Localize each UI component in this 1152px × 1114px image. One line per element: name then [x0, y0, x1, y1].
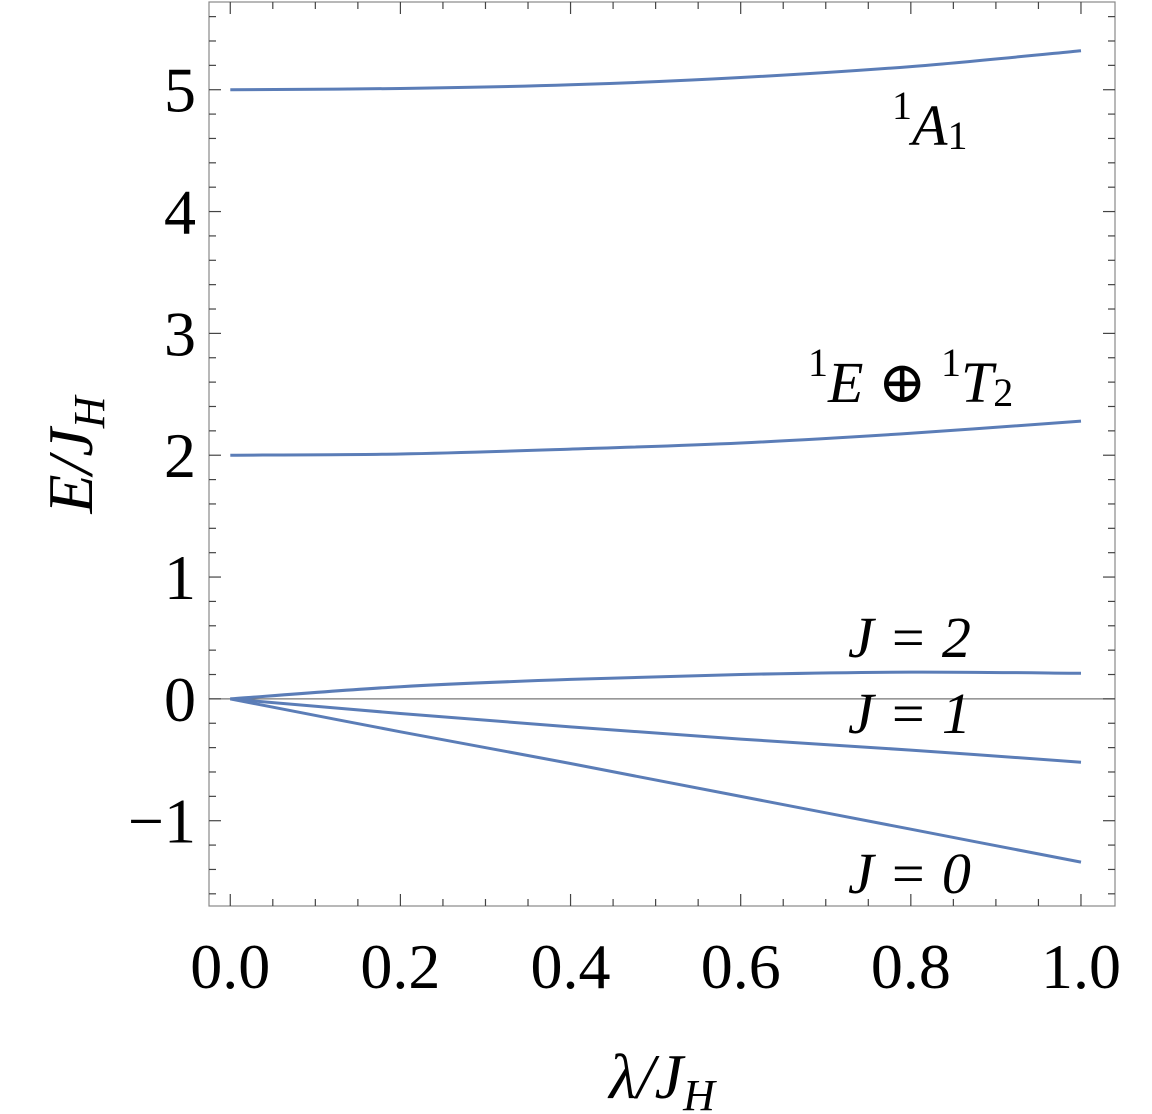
- series-line-4: [230, 697, 1082, 864]
- label-1E-1T2: 1E ⊕ 1T2: [808, 340, 1013, 415]
- label-1A1-main: A: [908, 93, 948, 158]
- series-line-0: [230, 49, 1082, 92]
- axis-label-sub: H: [65, 394, 114, 429]
- x-axis-label: λ/JH: [607, 1041, 717, 1114]
- x-tick-labels: 0.0 0.2 0.4 0.6 0.8 1.0: [190, 931, 1121, 1002]
- label-1T2-sub: 2: [993, 370, 1013, 415]
- x-tick-label: 0.8: [871, 931, 951, 1002]
- label-1T2-sup: 1: [941, 340, 961, 385]
- label-1A1: 1A1: [892, 83, 967, 158]
- y-tick-label: 3: [164, 298, 196, 369]
- label-J1: J = 1: [848, 681, 971, 746]
- axis-label-main: λ/J: [607, 1041, 686, 1112]
- plot-frame: [208, 1, 1116, 907]
- label-1A1-sup: 1: [892, 83, 912, 128]
- y-tick-label: 0: [164, 664, 196, 735]
- series-line-1: [230, 419, 1082, 457]
- axis-label-sub: H: [682, 1071, 717, 1114]
- label-1E-sup: 1: [808, 340, 828, 385]
- x-tick-label: 0.2: [360, 931, 440, 1002]
- plot-border: [208, 1, 1116, 907]
- label-1T2-main: T: [961, 350, 997, 415]
- series-lines: [230, 49, 1082, 864]
- y-tick-label: −1: [128, 786, 196, 857]
- label-1E-main: E ⊕: [827, 350, 941, 415]
- label-J0: J = 0: [848, 841, 971, 906]
- series-line-2: [230, 670, 1082, 701]
- axis-label-main: E/J: [35, 426, 106, 515]
- y-tick-label: 1: [164, 542, 196, 613]
- y-axis-label: E/JH: [35, 394, 114, 514]
- y-tick-label: 2: [164, 420, 196, 491]
- ticks: [209, 2, 1115, 906]
- x-tick-label: 0.0: [190, 931, 270, 1002]
- y-tick-labels: −1 0 1 2 3 4 5: [128, 55, 196, 857]
- x-tick-label: 0.6: [701, 931, 781, 1002]
- label-J2: J = 2: [848, 605, 971, 670]
- label-1A1-sub: 1: [947, 113, 967, 158]
- x-tick-label: 0.4: [531, 931, 611, 1002]
- y-tick-label: 4: [164, 177, 196, 248]
- x-tick-label: 1.0: [1041, 931, 1121, 1002]
- series-line-3: [230, 697, 1082, 764]
- y-tick-label: 5: [164, 55, 196, 126]
